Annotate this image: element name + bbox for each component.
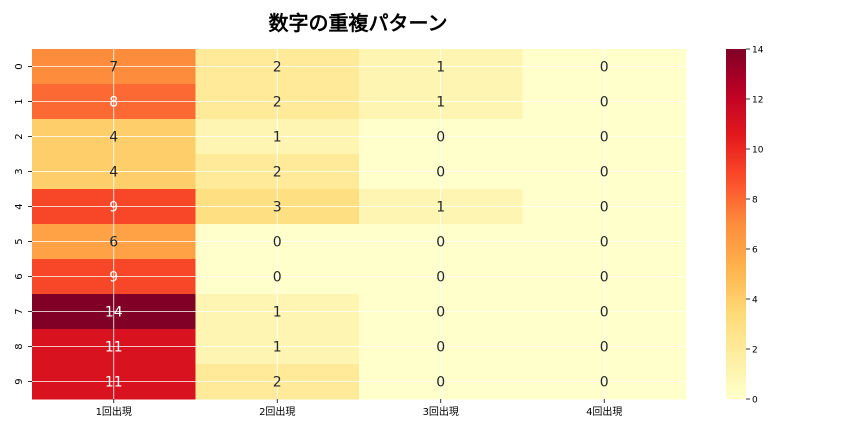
cell-value-label: 9 <box>109 270 118 286</box>
y-tick-label: 6 <box>14 273 25 279</box>
colorbar-ticks: 0 2 4 6 8 10 12 14 <box>746 46 764 406</box>
colorbar <box>726 49 746 399</box>
cell-value-label: 1 <box>436 60 445 76</box>
cell-value-label: 2 <box>273 60 282 76</box>
cell-value-label: 4 <box>109 130 118 146</box>
cell-value-label: 4 <box>109 165 118 181</box>
cell-value-label: 0 <box>436 375 445 391</box>
y-tick-label: 1 <box>14 98 25 104</box>
y-tick-label: 0 <box>14 63 25 69</box>
x-tick-label: 3回出現 <box>423 405 459 418</box>
y-tick-label: 3 <box>14 168 25 174</box>
y-tick-label: 2 <box>14 133 25 139</box>
cell-value-label: 0 <box>600 235 609 251</box>
colorbar-tick-label: 2 <box>752 346 758 356</box>
x-tick-label: 4回出現 <box>586 405 622 418</box>
cell-value-label: 0 <box>436 340 445 356</box>
cell-value-label: 0 <box>600 375 609 391</box>
cell-value-label: 0 <box>600 165 609 181</box>
cell-value-label: 2 <box>273 95 282 111</box>
cell-value-label: 0 <box>436 235 445 251</box>
cell-value-label: 1 <box>273 340 282 356</box>
y-tick-label: 9 <box>14 378 25 384</box>
colorbar-tick-label: 6 <box>752 246 758 256</box>
cell-value-label: 1 <box>273 130 282 146</box>
cell-value-label: 0 <box>600 60 609 76</box>
y-tick-label: 4 <box>14 203 25 209</box>
cell-value-label: 2 <box>273 375 282 391</box>
y-tick-label: 8 <box>14 343 25 349</box>
colorbar-tick-label: 0 <box>752 396 758 406</box>
x-axis-ticks: 1回出現 2回出現 3回出現 4回出現 <box>96 399 622 418</box>
cell-value-label: 0 <box>600 200 609 216</box>
colorbar-tick-label: 4 <box>752 296 758 306</box>
cell-value-label: 7 <box>109 60 118 76</box>
cell-value-label: 8 <box>109 95 118 111</box>
cell-value-label: 1 <box>436 200 445 216</box>
colorbar-tick-label: 12 <box>752 96 763 106</box>
cell-value-label: 11 <box>105 375 123 391</box>
cell-value-label: 2 <box>273 165 282 181</box>
cell-value-label: 0 <box>436 130 445 146</box>
cell-value-label: 0 <box>600 130 609 146</box>
cell-value-label: 0 <box>436 305 445 321</box>
cell-value-label: 11 <box>105 340 123 356</box>
cell-value-label: 0 <box>273 235 282 251</box>
cell-value-label: 0 <box>273 270 282 286</box>
cell-value-label: 0 <box>436 270 445 286</box>
cell-value-label: 1 <box>273 305 282 321</box>
cell-value-label: 0 <box>600 95 609 111</box>
cell-value-label: 6 <box>109 235 118 251</box>
cell-value-label: 0 <box>436 165 445 181</box>
heatmap-gridlines <box>32 49 686 399</box>
x-tick-label: 1回出現 <box>96 405 132 418</box>
colorbar-tick-label: 10 <box>752 146 764 156</box>
chart-title: 数字の重複パターン <box>269 11 448 35</box>
y-tick-label: 5 <box>14 238 25 244</box>
cell-value-label: 1 <box>436 95 445 111</box>
cell-value-label: 3 <box>273 200 282 216</box>
cell-value-labels: 7 2 1 08 2 1 04 1 0 04 2 0 09 3 1 06 0 0 09 0 0 014 1 0 011 1 0 011… <box>105 60 609 391</box>
colorbar-tick-label: 14 <box>752 46 764 56</box>
colorbar-tick-label: 8 <box>752 196 758 206</box>
cell-value-label: 9 <box>109 200 118 216</box>
cell-value-label: 0 <box>600 305 609 321</box>
y-tick-label: 7 <box>14 308 25 314</box>
cell-value-label: 0 <box>600 270 609 286</box>
y-axis-ticks: 0 1 2 3 4 5 6 7 8 9 <box>14 63 32 385</box>
cell-value-label: 14 <box>105 305 123 321</box>
x-tick-label: 2回出現 <box>259 405 295 418</box>
cell-value-label: 0 <box>600 340 609 356</box>
